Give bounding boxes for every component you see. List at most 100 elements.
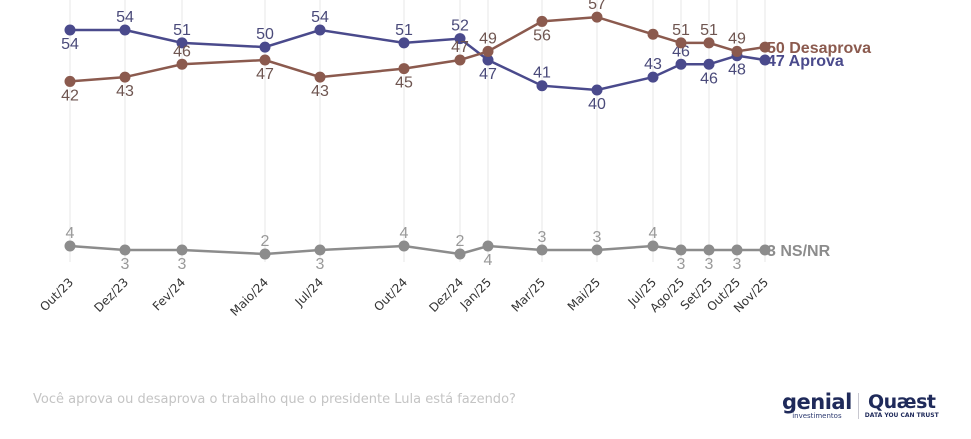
data-label: 49	[479, 30, 497, 47]
data-label: 2	[456, 233, 465, 250]
data-label: 46	[700, 70, 718, 87]
data-point	[119, 244, 131, 256]
data-point	[314, 71, 326, 83]
data-label: 3	[178, 256, 187, 273]
data-point	[64, 24, 76, 36]
data-point	[591, 84, 603, 96]
data-label: 46	[173, 43, 191, 60]
brand-logos: genial investimentos Quæst DATA YOU CAN …	[782, 388, 952, 424]
data-label: 45	[395, 75, 413, 92]
data-label: 50	[256, 26, 274, 43]
data-label: 51	[672, 22, 690, 39]
genial-logo: genial investimentos	[782, 390, 852, 421]
series-end-label: 50 Desaprova	[767, 40, 871, 57]
data-point	[647, 71, 659, 83]
data-point	[176, 37, 188, 49]
data-point	[176, 244, 188, 256]
data-point	[259, 41, 271, 53]
data-point	[703, 244, 715, 256]
data-point	[675, 244, 687, 256]
data-label: 4	[484, 252, 493, 269]
data-point	[64, 75, 76, 87]
data-point	[536, 244, 548, 256]
genial-logo-subtitle: investimentos	[792, 412, 842, 420]
data-point	[259, 54, 271, 66]
data-label: 3	[538, 229, 547, 246]
data-point	[176, 58, 188, 70]
genial-logo-name: genial	[782, 390, 852, 414]
series-end-label: 3 NS/NR	[767, 243, 831, 260]
data-label: 43	[311, 83, 329, 100]
data-point	[482, 45, 494, 57]
data-point	[703, 37, 715, 49]
series-end-label: 47 Aprova	[767, 53, 844, 70]
data-point	[454, 33, 466, 45]
data-point	[647, 240, 659, 252]
data-point	[119, 24, 131, 36]
data-point	[482, 240, 494, 252]
x-tick-label: Fev/24	[150, 275, 188, 313]
data-label: 46	[672, 43, 690, 60]
data-label: 51	[700, 22, 718, 39]
data-label: 3	[121, 256, 130, 273]
data-point	[675, 37, 687, 49]
data-label: 3	[705, 256, 714, 273]
quaest-logo-tagline: DATA YOU CAN TRUST	[864, 412, 939, 419]
data-point	[759, 41, 771, 53]
data-point	[64, 240, 76, 252]
data-point	[647, 28, 659, 40]
data-point	[675, 58, 687, 70]
data-point	[703, 58, 715, 70]
data-label: 4	[649, 225, 658, 242]
data-label: 49	[728, 30, 746, 47]
data-label: 3	[316, 256, 325, 273]
data-point	[454, 54, 466, 66]
data-point	[482, 54, 494, 66]
series-desaprova: 42 43 46 47 43 45 47 49 56 57 51 51 49 50 Desaprova	[61, 0, 871, 104]
data-label: 54	[116, 9, 134, 26]
quaest-logo-name: Quæst	[867, 391, 936, 413]
x-tick-label: Mar/25	[509, 275, 549, 315]
data-point	[259, 248, 271, 260]
survey-question: Você aprova ou desaprova o trabalho que …	[33, 392, 516, 407]
data-point	[591, 11, 603, 23]
data-point	[398, 240, 410, 252]
data-label: 48	[728, 62, 746, 79]
data-label: 47	[256, 66, 274, 83]
x-tick-label: Dez/23	[91, 275, 131, 315]
x-axis-ticks: Out/23 Dez/23 Fev/24 Maio/24 Jul/24 Out/24 Dez…	[37, 275, 771, 319]
data-label: 54	[61, 36, 79, 53]
x-tick-label: Jan/25	[457, 275, 494, 312]
data-point	[731, 244, 743, 256]
data-point	[119, 71, 131, 83]
data-label: 3	[677, 256, 686, 273]
data-label: 56	[533, 27, 551, 44]
data-label: 42	[61, 87, 79, 104]
data-label: 2	[261, 233, 270, 250]
grid-lines	[69, 0, 766, 262]
data-label: 3	[733, 256, 742, 273]
data-label: 41	[533, 65, 551, 82]
x-tick-label: Out/24	[371, 275, 410, 314]
data-label: 51	[173, 22, 191, 39]
x-tick-label: Maio/24	[227, 275, 271, 319]
data-point	[536, 80, 548, 92]
data-label: 47	[451, 39, 469, 56]
data-point	[454, 248, 466, 260]
data-label: 43	[644, 56, 662, 73]
data-label: 4	[400, 225, 409, 242]
series-nsnr: 4 3 3 2 3 4 2 4 3 3 4 3 3 3 3 NS/NR	[64, 225, 831, 273]
data-label: 54	[311, 9, 329, 26]
logo-divider	[857, 393, 859, 419]
data-point	[759, 54, 771, 66]
data-label: 47	[479, 66, 497, 83]
data-point	[591, 244, 603, 256]
data-point	[314, 24, 326, 36]
data-label: 3	[593, 229, 602, 246]
x-tick-label: Jul/24	[292, 275, 327, 310]
data-label: 57	[588, 0, 606, 13]
data-point	[731, 45, 743, 57]
quaest-logo: Quæst DATA YOU CAN TRUST	[865, 392, 939, 420]
data-label: 43	[116, 83, 134, 100]
